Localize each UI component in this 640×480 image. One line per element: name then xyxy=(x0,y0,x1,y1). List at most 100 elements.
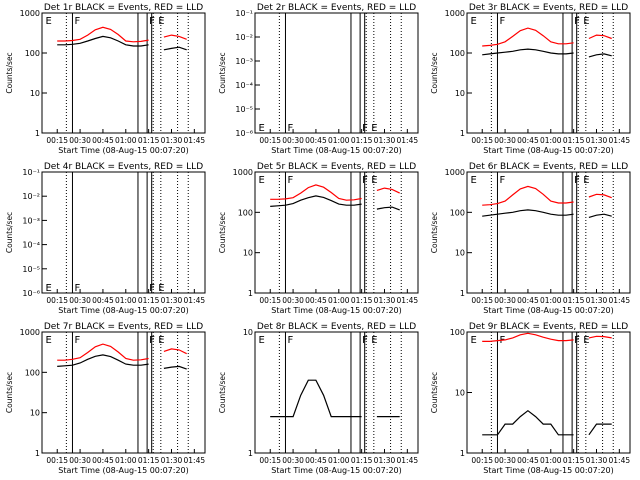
x-tick-label: 01:30 xyxy=(586,296,608,305)
y-tick-label: 10⁻⁴ xyxy=(22,241,40,250)
x-tick-label: 01:00 xyxy=(540,296,562,305)
marker-label: F xyxy=(287,335,293,346)
y-tick-label: 10 xyxy=(243,328,253,337)
y-axis-title: Counts/sec xyxy=(430,52,439,93)
plot-frame xyxy=(254,331,419,454)
x-tick-label: 00:15 xyxy=(471,136,493,145)
series-lld xyxy=(57,343,187,361)
x-tick-label: 01:00 xyxy=(115,456,137,465)
plot-frame xyxy=(466,12,631,134)
y-axis-title: Counts/sec xyxy=(5,52,14,93)
x-axis-title: Start Time (08-Aug-15 00:07:20) xyxy=(271,466,402,475)
x-tick-label: 00:15 xyxy=(259,296,281,305)
x-axis-title: Start Time (08-Aug-15 00:07:20) xyxy=(271,306,402,315)
y-axis-title: Counts/sec xyxy=(218,212,227,253)
x-tick-label: 01:45 xyxy=(609,136,631,145)
y-tick-label: 10⁻² xyxy=(22,192,40,201)
y-tick-label: 10⁻⁶ xyxy=(22,289,40,298)
marker-label: E xyxy=(471,175,477,186)
x-axis-title: Start Time (08-Aug-15 00:07:20) xyxy=(271,146,402,155)
x-tick-label: 01:30 xyxy=(374,296,396,305)
series-events xyxy=(482,409,612,436)
marker-label: F xyxy=(74,16,80,27)
panel-title: Det 5r BLACK = Events, RED = LLD xyxy=(257,162,416,172)
marker-label: E xyxy=(259,175,265,186)
x-tick-label: 01:00 xyxy=(115,296,137,305)
x-tick-label: 00:15 xyxy=(46,136,68,145)
marker-label: E xyxy=(583,16,589,27)
x-tick-label: 00:30 xyxy=(494,296,516,305)
panel-title: Det 1r BLACK = Events, RED = LLD xyxy=(44,3,203,13)
marker-label: E xyxy=(471,16,477,27)
x-tick-label: 00:45 xyxy=(517,456,539,465)
x-tick-label: 01:15 xyxy=(563,456,585,465)
y-tick-label: 10⁻⁴ xyxy=(235,81,253,90)
plot-frame xyxy=(41,171,206,294)
x-tick-label: 01:30 xyxy=(374,456,396,465)
series-events xyxy=(270,379,400,418)
plot-frame xyxy=(466,171,631,294)
series-lld xyxy=(482,332,612,342)
marker-label: E xyxy=(583,335,589,346)
y-tick-label: 10⁻⁵ xyxy=(235,105,253,114)
x-tick-label: 01:45 xyxy=(184,136,206,145)
series-events xyxy=(57,354,187,370)
panel-title: Det 8r BLACK = Events, RED = LLD xyxy=(257,322,416,332)
marker-label: E xyxy=(471,335,477,346)
x-tick-label: 01:30 xyxy=(161,136,183,145)
series-lld xyxy=(57,26,187,43)
x-tick-label: 00:15 xyxy=(471,456,493,465)
marker-label: E xyxy=(46,16,52,27)
x-tick-label: 00:45 xyxy=(305,296,327,305)
panel-title: Det 7r BLACK = Events, RED = LLD xyxy=(44,322,203,332)
series-events xyxy=(57,35,187,51)
x-tick-label: 01:30 xyxy=(586,456,608,465)
marker-label: F xyxy=(574,335,580,346)
marker-label: F xyxy=(362,123,368,134)
x-tick-label: 00:30 xyxy=(494,136,516,145)
x-tick-label: 00:15 xyxy=(259,136,281,145)
y-tick-label: 1000 xyxy=(233,168,253,177)
marker-label: E xyxy=(158,283,164,294)
x-tick-label: 01:30 xyxy=(161,456,183,465)
y-tick-label: 10⁻¹ xyxy=(22,168,40,177)
x-tick-label: 01:45 xyxy=(609,296,631,305)
x-tick-label: 00:30 xyxy=(494,456,516,465)
x-tick-label: 00:15 xyxy=(259,456,281,465)
x-axis-title: Start Time (08-Aug-15 00:07:20) xyxy=(58,306,189,315)
x-axis-title: Start Time (08-Aug-15 00:07:20) xyxy=(483,146,614,155)
y-tick-label: 100 xyxy=(450,208,465,217)
x-tick-label: 00:45 xyxy=(92,296,114,305)
x-tick-label: 01:15 xyxy=(351,456,373,465)
y-tick-label: 1000 xyxy=(445,9,465,18)
y-tick-label: 1 xyxy=(248,289,253,298)
x-tick-label: 01:15 xyxy=(138,136,160,145)
y-tick-label: 10 xyxy=(455,249,465,258)
y-tick-label: 1 xyxy=(460,129,465,138)
y-tick-label: 1 xyxy=(35,129,40,138)
x-tick-label: 01:00 xyxy=(328,136,350,145)
marker-label: E xyxy=(158,16,164,27)
x-tick-label: 01:15 xyxy=(351,296,373,305)
panel-title: Det 6r BLACK = Events, RED = LLD xyxy=(469,162,628,172)
x-tick-label: 00:30 xyxy=(282,136,304,145)
x-tick-label: 01:15 xyxy=(563,296,585,305)
x-tick-label: 01:45 xyxy=(609,456,631,465)
panel-title: Det 4r BLACK = Events, RED = LLD xyxy=(44,162,203,172)
marker-label: F xyxy=(362,335,368,346)
series-events xyxy=(270,195,400,211)
y-tick-label: 100 xyxy=(238,208,253,217)
x-tick-label: 01:45 xyxy=(184,456,206,465)
y-tick-label: 1 xyxy=(460,449,465,458)
x-tick-label: 01:45 xyxy=(397,456,419,465)
y-tick-label: 1 xyxy=(248,449,253,458)
x-tick-label: 00:45 xyxy=(92,456,114,465)
x-tick-label: 00:30 xyxy=(69,296,91,305)
x-tick-label: 00:30 xyxy=(69,456,91,465)
